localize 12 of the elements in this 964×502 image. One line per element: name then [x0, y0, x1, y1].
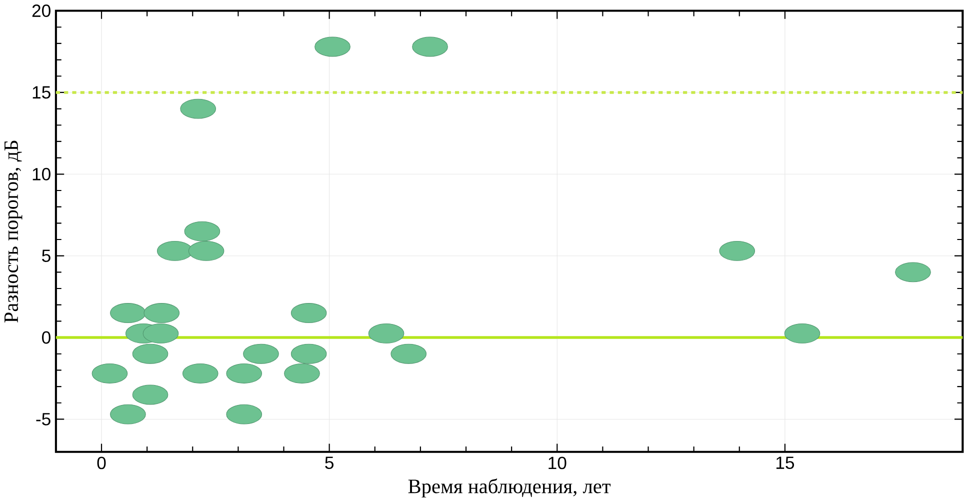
x-tick-label: 5: [325, 456, 334, 470]
y-tick-label: 15: [32, 86, 50, 99]
y-tick-label: 5: [42, 250, 50, 262]
y-tick-label: -5: [36, 413, 50, 426]
y-tick-label: 0: [42, 331, 50, 344]
y-tick-label: 20: [32, 4, 50, 18]
y-tick-label: 10: [32, 168, 50, 180]
x-tick-label: 0: [97, 456, 106, 470]
x-tick-label: 10: [548, 456, 566, 470]
x-tick-label: 15: [776, 456, 794, 470]
y-axis-title: Разность порогов, дБ: [4, 140, 22, 323]
x-axis-title: Время наблюдения, лет: [408, 478, 611, 498]
